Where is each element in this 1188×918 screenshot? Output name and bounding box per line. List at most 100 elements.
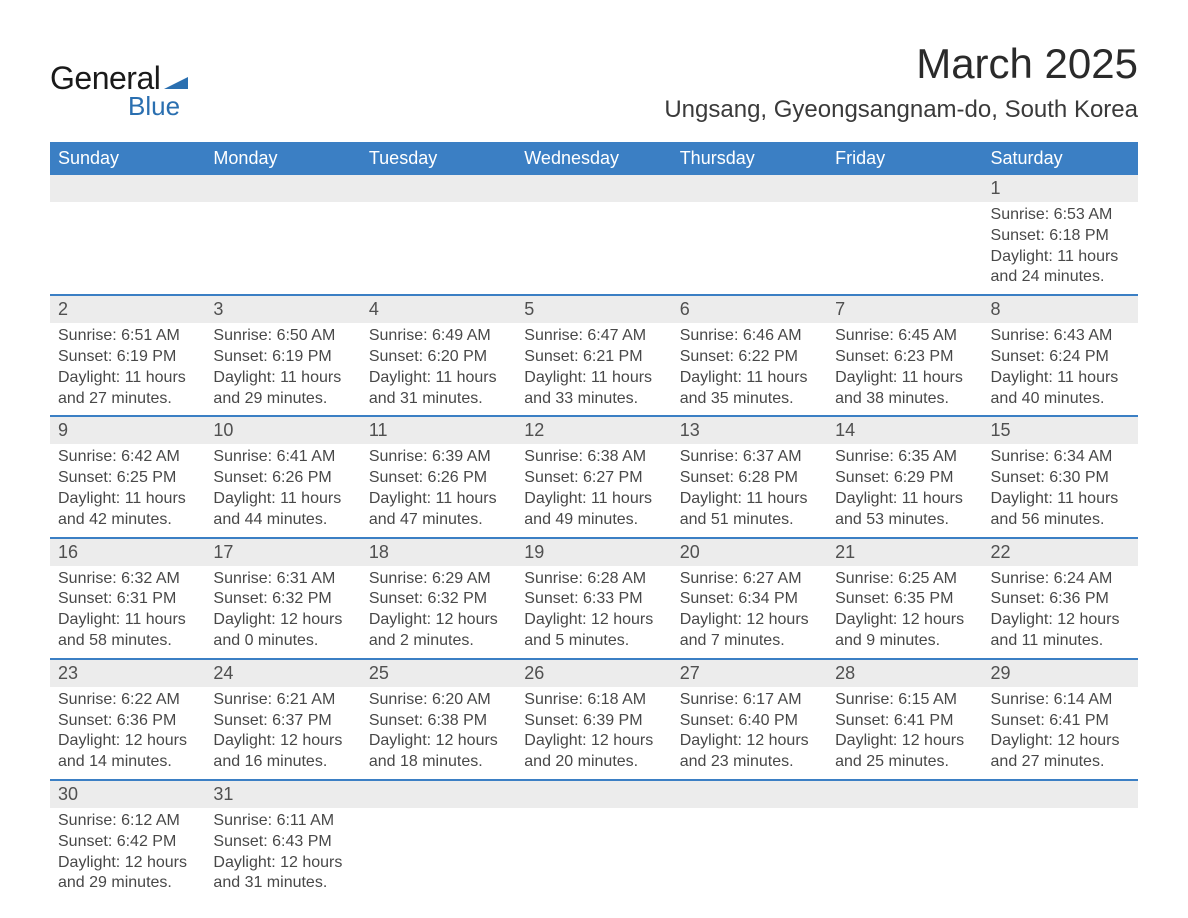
day-detail-cell: Sunrise: 6:15 AMSunset: 6:41 PMDaylight:… [827,687,982,780]
sunrise-text: Sunrise: 6:34 AM [991,447,1130,468]
day-detail-cell: Sunrise: 6:39 AMSunset: 6:26 PMDaylight:… [361,444,516,537]
day-number-cell: 2 [50,295,205,323]
sunrise-text: Sunrise: 6:25 AM [835,569,974,590]
day-detail-cell: Sunrise: 6:45 AMSunset: 6:23 PMDaylight:… [827,323,982,416]
day-number-cell: 20 [672,538,827,566]
daylight-text: Daylight: 11 hours and 24 minutes. [991,247,1130,289]
day-detail-cell: Sunrise: 6:32 AMSunset: 6:31 PMDaylight:… [50,566,205,659]
day-number-cell: 17 [205,538,360,566]
day-number-cell [672,780,827,808]
day-number-cell: 9 [50,416,205,444]
sunrise-text: Sunrise: 6:20 AM [369,690,508,711]
daylight-text: Daylight: 12 hours and 20 minutes. [524,731,663,773]
daylight-text: Daylight: 11 hours and 44 minutes. [213,489,352,531]
day-detail-cell: Sunrise: 6:31 AMSunset: 6:32 PMDaylight:… [205,566,360,659]
daylight-text: Daylight: 11 hours and 33 minutes. [524,368,663,410]
day-detail-cell [827,202,982,295]
day-detail-cell: Sunrise: 6:12 AMSunset: 6:42 PMDaylight:… [50,808,205,900]
day-detail-cell: Sunrise: 6:29 AMSunset: 6:32 PMDaylight:… [361,566,516,659]
sunset-text: Sunset: 6:42 PM [58,832,197,853]
day-number-cell: 11 [361,416,516,444]
weekday-header: Thursday [672,142,827,175]
sunrise-text: Sunrise: 6:46 AM [680,326,819,347]
day-detail-cell: Sunrise: 6:22 AMSunset: 6:36 PMDaylight:… [50,687,205,780]
daylight-text: Daylight: 12 hours and 31 minutes. [213,853,352,895]
day-detail-cell: Sunrise: 6:41 AMSunset: 6:26 PMDaylight:… [205,444,360,537]
sunrise-text: Sunrise: 6:53 AM [991,205,1130,226]
day-number-row: 9101112131415 [50,416,1138,444]
sunset-text: Sunset: 6:33 PM [524,589,663,610]
day-detail-cell: Sunrise: 6:11 AMSunset: 6:43 PMDaylight:… [205,808,360,900]
day-detail-cell: Sunrise: 6:28 AMSunset: 6:33 PMDaylight:… [516,566,671,659]
sunrise-text: Sunrise: 6:31 AM [213,569,352,590]
sunrise-text: Sunrise: 6:27 AM [680,569,819,590]
day-detail-cell [205,202,360,295]
day-number-cell [50,175,205,202]
day-detail-cell [361,808,516,900]
sunset-text: Sunset: 6:41 PM [991,711,1130,732]
day-detail-cell: Sunrise: 6:43 AMSunset: 6:24 PMDaylight:… [983,323,1138,416]
sunrise-text: Sunrise: 6:18 AM [524,690,663,711]
sunset-text: Sunset: 6:19 PM [58,347,197,368]
day-number-cell: 8 [983,295,1138,323]
daylight-text: Daylight: 11 hours and 58 minutes. [58,610,197,652]
daylight-text: Daylight: 12 hours and 11 minutes. [991,610,1130,652]
daylight-text: Daylight: 12 hours and 7 minutes. [680,610,819,652]
day-number-cell: 24 [205,659,360,687]
logo-flag-icon [164,71,188,89]
day-number-cell: 25 [361,659,516,687]
sunset-text: Sunset: 6:36 PM [991,589,1130,610]
sunset-text: Sunset: 6:25 PM [58,468,197,489]
sunset-text: Sunset: 6:35 PM [835,589,974,610]
day-number-cell: 12 [516,416,671,444]
day-number-cell [361,175,516,202]
daylight-text: Daylight: 12 hours and 23 minutes. [680,731,819,773]
sunset-text: Sunset: 6:22 PM [680,347,819,368]
day-detail-cell: Sunrise: 6:37 AMSunset: 6:28 PMDaylight:… [672,444,827,537]
sunrise-text: Sunrise: 6:51 AM [58,326,197,347]
sunset-text: Sunset: 6:30 PM [991,468,1130,489]
day-number-cell: 5 [516,295,671,323]
day-detail-row: Sunrise: 6:53 AMSunset: 6:18 PMDaylight:… [50,202,1138,295]
day-number-row: 23242526272829 [50,659,1138,687]
day-number-cell: 21 [827,538,982,566]
sunset-text: Sunset: 6:28 PM [680,468,819,489]
daylight-text: Daylight: 11 hours and 51 minutes. [680,489,819,531]
sunset-text: Sunset: 6:19 PM [213,347,352,368]
day-detail-cell: Sunrise: 6:17 AMSunset: 6:40 PMDaylight:… [672,687,827,780]
day-detail-cell [827,808,982,900]
daylight-text: Daylight: 11 hours and 38 minutes. [835,368,974,410]
daylight-text: Daylight: 12 hours and 29 minutes. [58,853,197,895]
weekday-header: Friday [827,142,982,175]
sunrise-text: Sunrise: 6:41 AM [213,447,352,468]
day-detail-cell: Sunrise: 6:14 AMSunset: 6:41 PMDaylight:… [983,687,1138,780]
sunset-text: Sunset: 6:32 PM [369,589,508,610]
daylight-text: Daylight: 12 hours and 27 minutes. [991,731,1130,773]
sunset-text: Sunset: 6:40 PM [680,711,819,732]
daylight-text: Daylight: 11 hours and 29 minutes. [213,368,352,410]
sunset-text: Sunset: 6:41 PM [835,711,974,732]
day-detail-cell [50,202,205,295]
day-number-cell: 18 [361,538,516,566]
day-detail-cell: Sunrise: 6:21 AMSunset: 6:37 PMDaylight:… [205,687,360,780]
sunset-text: Sunset: 6:24 PM [991,347,1130,368]
day-number-cell: 1 [983,175,1138,202]
logo: General Blue [50,60,188,122]
daylight-text: Daylight: 12 hours and 0 minutes. [213,610,352,652]
weekday-header: Wednesday [516,142,671,175]
sunrise-text: Sunrise: 6:43 AM [991,326,1130,347]
day-detail-cell: Sunrise: 6:38 AMSunset: 6:27 PMDaylight:… [516,444,671,537]
daylight-text: Daylight: 12 hours and 2 minutes. [369,610,508,652]
day-number-cell [516,175,671,202]
day-number-row: 2345678 [50,295,1138,323]
day-number-cell: 13 [672,416,827,444]
sunrise-text: Sunrise: 6:38 AM [524,447,663,468]
sunset-text: Sunset: 6:21 PM [524,347,663,368]
daylight-text: Daylight: 12 hours and 25 minutes. [835,731,974,773]
day-detail-row: Sunrise: 6:51 AMSunset: 6:19 PMDaylight:… [50,323,1138,416]
sunset-text: Sunset: 6:18 PM [991,226,1130,247]
day-detail-cell [516,808,671,900]
sunrise-text: Sunrise: 6:39 AM [369,447,508,468]
sunset-text: Sunset: 6:23 PM [835,347,974,368]
sunrise-text: Sunrise: 6:24 AM [991,569,1130,590]
